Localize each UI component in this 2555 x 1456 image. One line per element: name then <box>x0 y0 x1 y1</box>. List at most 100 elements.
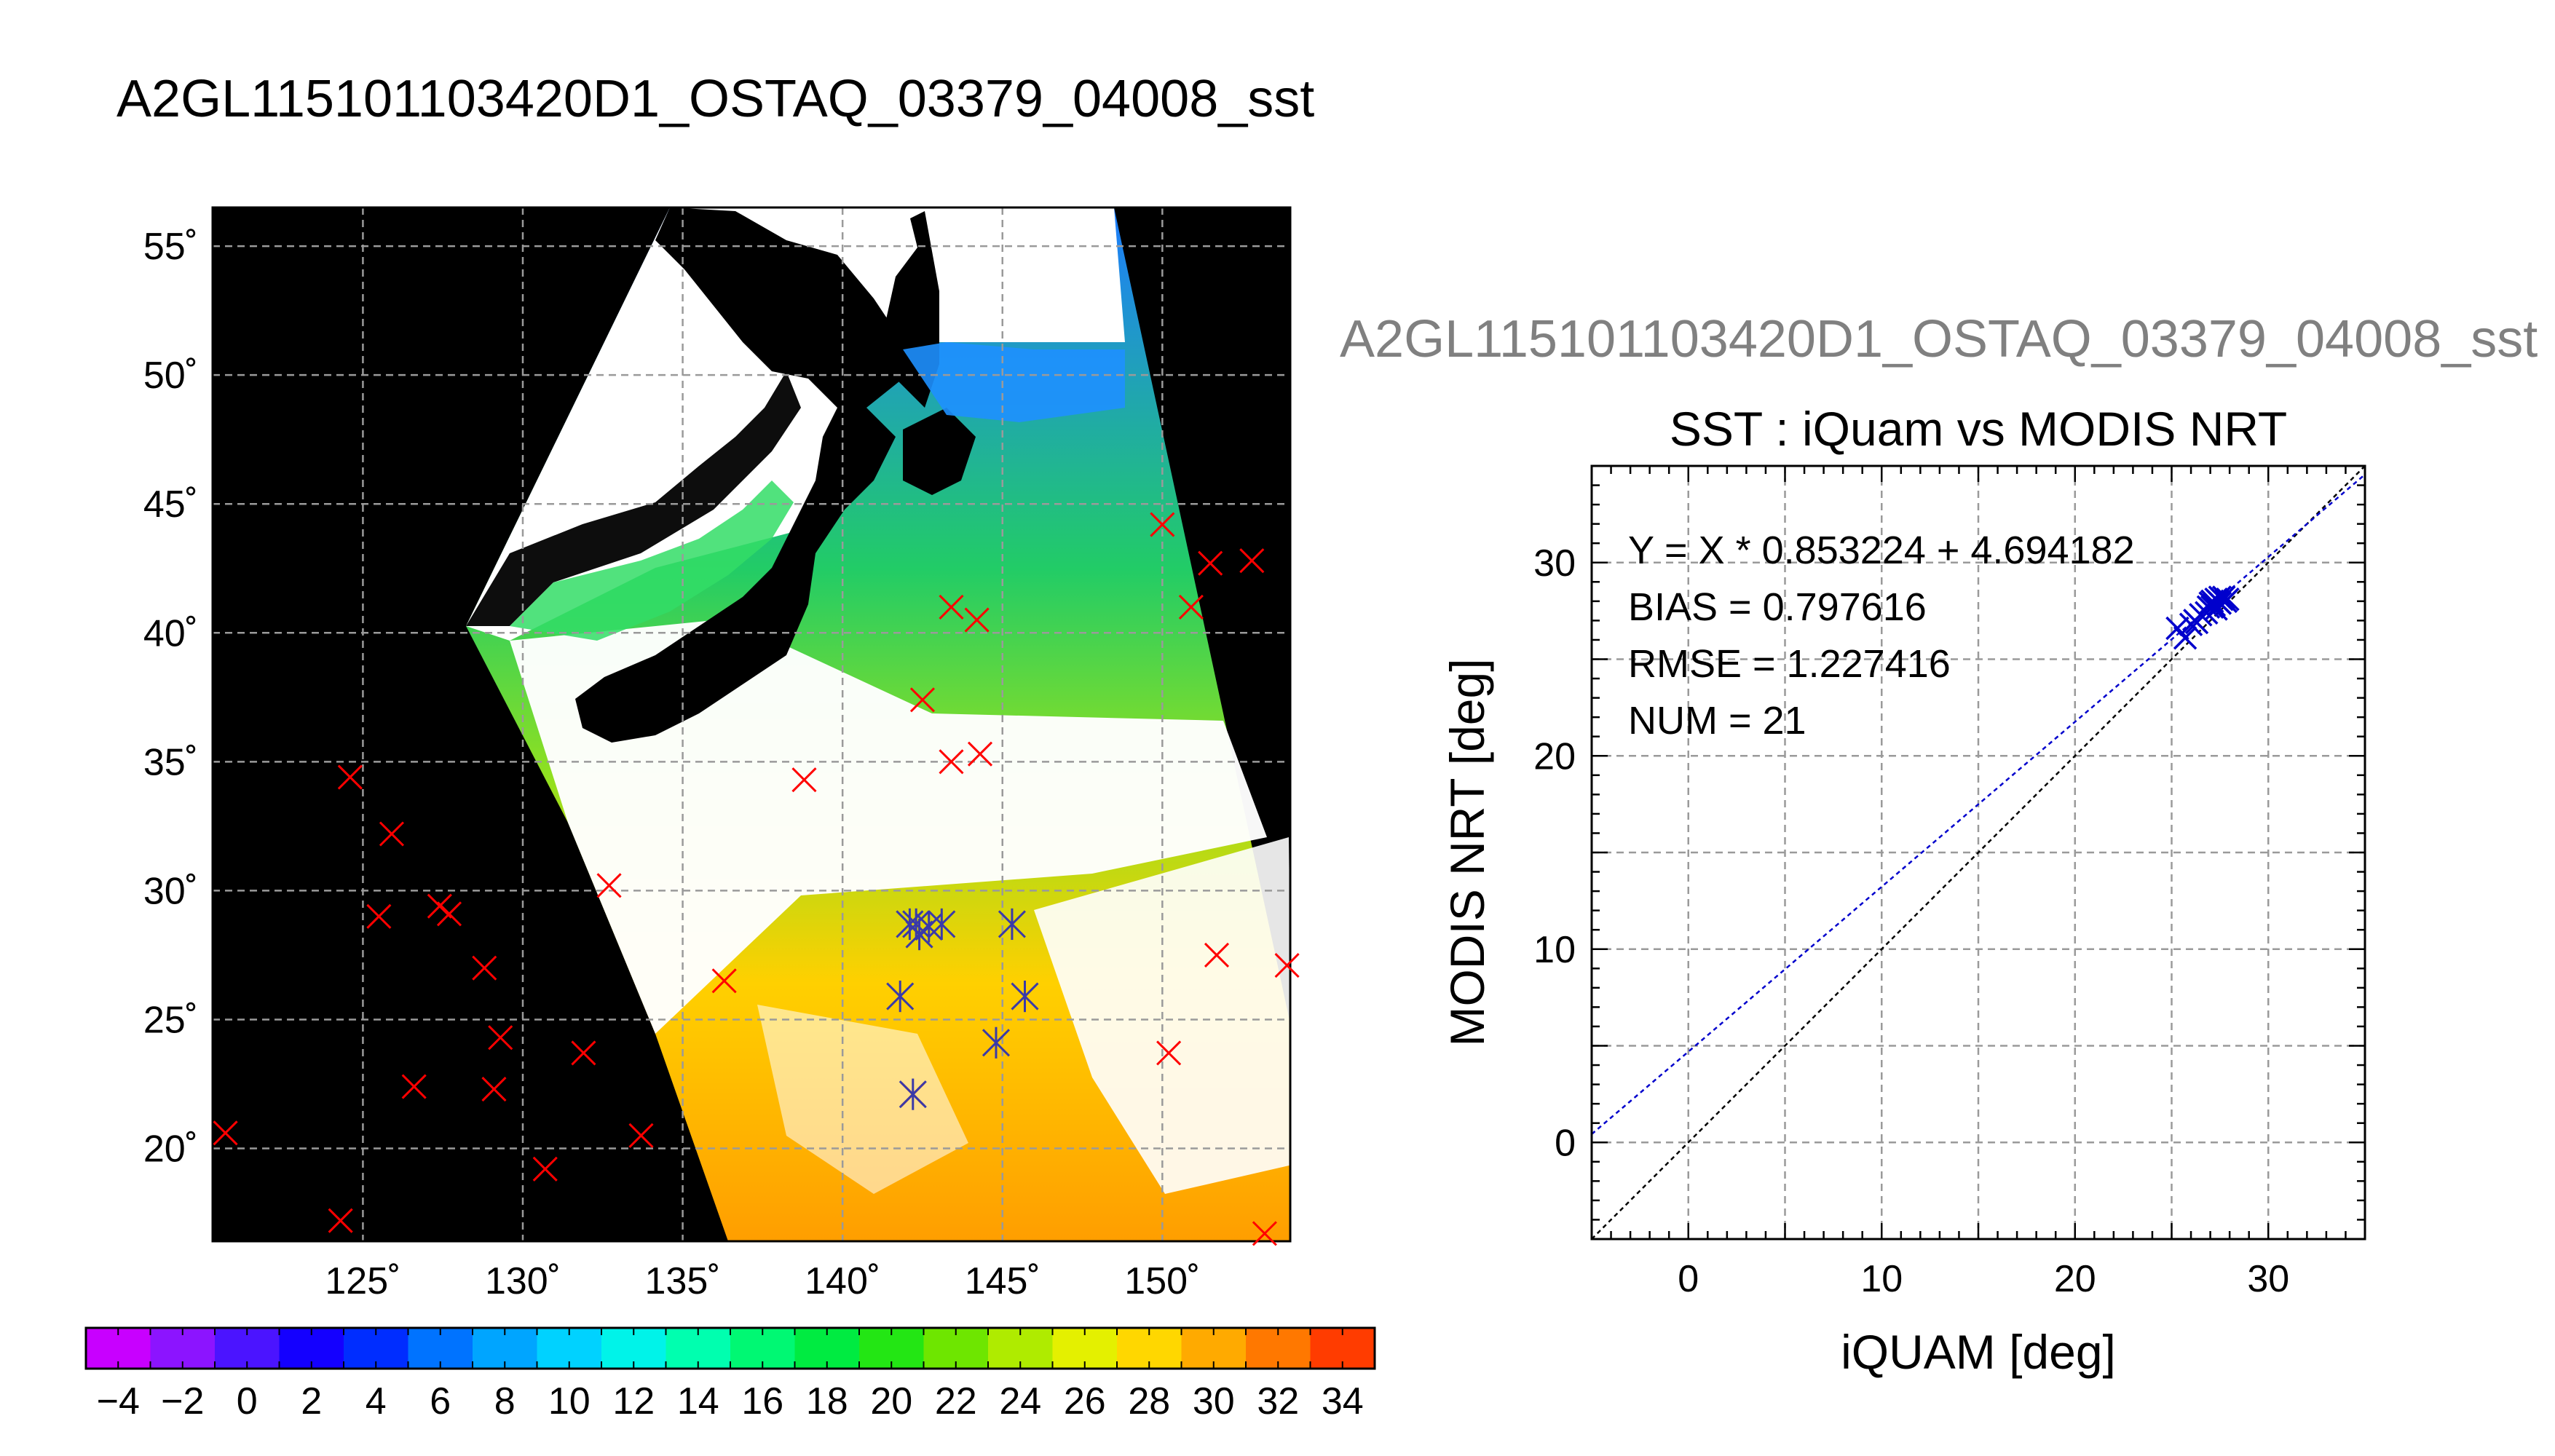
matchup-marker <box>967 741 993 767</box>
map-x-tick-label: 145˚ <box>965 1260 1040 1302</box>
valid-matchup-marker <box>1011 980 1039 1013</box>
scatter-point <box>2165 616 2189 641</box>
colorbar-tick-label: 16 <box>741 1380 783 1423</box>
colorbar-tick-label: −2 <box>161 1380 204 1423</box>
scatter-x-tick-label: 0 <box>1678 1258 1699 1300</box>
map-y-tick-label: 50˚ <box>143 355 198 397</box>
rmse-value: RMSE = 1.227416 <box>1628 642 1951 686</box>
map-y-tick-label: 25˚ <box>143 999 198 1041</box>
matchup-marker <box>571 1040 596 1066</box>
matchup-marker <box>1178 594 1204 620</box>
regression-equation: Y = X * 0.853224 + 4.694182 <box>1628 529 2135 572</box>
colorbar-tick-label: −4 <box>97 1380 140 1423</box>
map-x-tick-label: 150˚ <box>1124 1260 1200 1302</box>
colorbar-tick-label: 34 <box>1322 1380 1364 1423</box>
matchup-marker <box>1204 942 1230 968</box>
map-x-tick-label: 125˚ <box>325 1260 400 1302</box>
sst-colorbar: −4 −2 0 2 4 6 8 10 12 14 16 18 20 22 24 26 28 30 32 34 <box>84 1326 1376 1423</box>
colorbar-tick-label: 24 <box>999 1380 1041 1423</box>
matchup-marker <box>1274 953 1300 978</box>
matchup-marker <box>711 968 737 994</box>
map-y-ticks: 20˚ 25˚ 30˚ 35˚ 40˚ 45˚ 50˚ 55˚ <box>143 226 198 1170</box>
colorbar-tick-label: 26 <box>1064 1380 1106 1423</box>
land-mask <box>575 207 903 743</box>
scatter-y-axis-label: MODIS NRT [deg] <box>1440 658 1494 1046</box>
colorbar-tick-label: 32 <box>1257 1380 1299 1423</box>
colorbar-tick-label: 6 <box>430 1380 451 1423</box>
map-y-tick-label: 55˚ <box>143 226 198 268</box>
scatter-y-tick-label: 10 <box>1533 929 1576 971</box>
colorbar-tick-label: 8 <box>494 1380 516 1423</box>
map-y-tick-label: 35˚ <box>143 741 198 783</box>
map-grid <box>213 207 1290 1241</box>
scatter-minor-ticks <box>1590 464 2366 1241</box>
scatter-y-tick-label: 0 <box>1555 1122 1576 1164</box>
map-y-tick-label: 40˚ <box>143 612 198 654</box>
sst-map-panel: 125˚ 130˚ 135˚ 140˚ 145˚ 150˚ 20˚ 25˚ 30˚ 35˚ 40˚… <box>143 206 1300 1302</box>
cloud-cover-region <box>757 1005 968 1194</box>
map-markers <box>213 512 1300 1246</box>
scatter-points <box>2165 585 2240 650</box>
matchup-marker <box>1198 550 1223 576</box>
matchup-marker <box>436 901 462 927</box>
land-mask <box>903 408 976 495</box>
colorbar-tick-label: 12 <box>612 1380 655 1423</box>
colorbar-tick-label: 18 <box>806 1380 848 1423</box>
scatter-title: SST : iQuam vs MODIS NRT <box>1670 402 2287 456</box>
matchup-marker <box>472 955 497 981</box>
matchup-marker <box>964 607 990 633</box>
valid-matchup-marker <box>998 908 1026 941</box>
land-mask <box>466 371 801 626</box>
matchup-marker <box>488 1025 513 1051</box>
colorbar-tick-label: 10 <box>548 1380 591 1423</box>
sample-count: NUM = 21 <box>1628 699 1806 743</box>
matchup-marker <box>481 1077 507 1102</box>
map-x-ticks: 125˚ 130˚ 135˚ 140˚ 145˚ 150˚ <box>325 1260 1200 1302</box>
colorbar-tick-label: 22 <box>935 1380 977 1423</box>
map-x-tick-label: 135˚ <box>645 1260 721 1302</box>
scatter-x-tick-label: 20 <box>2054 1258 2096 1300</box>
scatter-x-tick-label: 10 <box>1860 1258 1903 1300</box>
scatter-point <box>2211 585 2236 609</box>
regression-stats: Y = X * 0.853224 + 4.694182 BIAS = 0.797… <box>1628 529 2135 743</box>
matchup-marker <box>366 903 392 929</box>
matchup-marker <box>596 873 622 898</box>
matchup-marker <box>909 687 936 713</box>
scatter-y-tick-label: 30 <box>1533 542 1576 585</box>
figure-title: A2GL115101103420D1_OSTAQ_03379_04008_sst <box>117 70 1315 128</box>
identity-line <box>1592 466 2365 1239</box>
scatter-y-tick-label: 20 <box>1533 735 1576 778</box>
matchup-marker <box>1150 512 1175 537</box>
scatter-x-tick-label: 30 <box>2247 1258 2289 1300</box>
scatter-x-axis-label: iQUAM [deg] <box>1841 1325 2116 1379</box>
matchup-marker <box>1156 1040 1182 1066</box>
valid-matchup-marker <box>899 1078 927 1110</box>
matchup-marker <box>427 893 452 919</box>
colorbar-tick-label: 28 <box>1128 1380 1170 1423</box>
map-y-tick-label: 20˚ <box>143 1128 198 1171</box>
scatter-point <box>2173 626 2197 650</box>
colorbar-tick-label: 20 <box>870 1380 912 1423</box>
matchup-marker <box>939 594 964 620</box>
scatter-x-ticks: 0 10 20 30 <box>1678 1258 2289 1300</box>
valid-matchup-marker <box>886 980 915 1013</box>
matchup-marker <box>1252 1221 1277 1246</box>
colorbar-tick-label: 30 <box>1193 1380 1235 1423</box>
valid-matchup-marker <box>982 1026 1011 1059</box>
map-x-tick-label: 130˚ <box>485 1260 561 1302</box>
matchup-marker <box>379 821 404 847</box>
colorbar-tick-label: 0 <box>237 1380 258 1423</box>
matchup-marker <box>401 1074 427 1099</box>
matchup-marker <box>791 767 817 793</box>
colorbar-tick-label: 14 <box>677 1380 719 1423</box>
scatter-point <box>2208 585 2232 609</box>
scatter-y-ticks: 0 10 20 30 <box>1533 542 1576 1165</box>
map-y-tick-label: 30˚ <box>143 870 198 912</box>
colorbar-tick-label: 4 <box>366 1380 387 1423</box>
iquam-vs-modis-scatter-panel: SST : iQuam vs MODIS NRT 0 10 20 30 0 10 20 30… <box>1440 402 2366 1379</box>
scatter-overflow-title: A2GL115101103420D1_OSTAQ_03379_04008_sst <box>1340 310 2538 368</box>
valid-matchup-marker <box>928 908 956 941</box>
map-frame <box>211 206 1292 1243</box>
matchup-marker <box>532 1156 558 1182</box>
